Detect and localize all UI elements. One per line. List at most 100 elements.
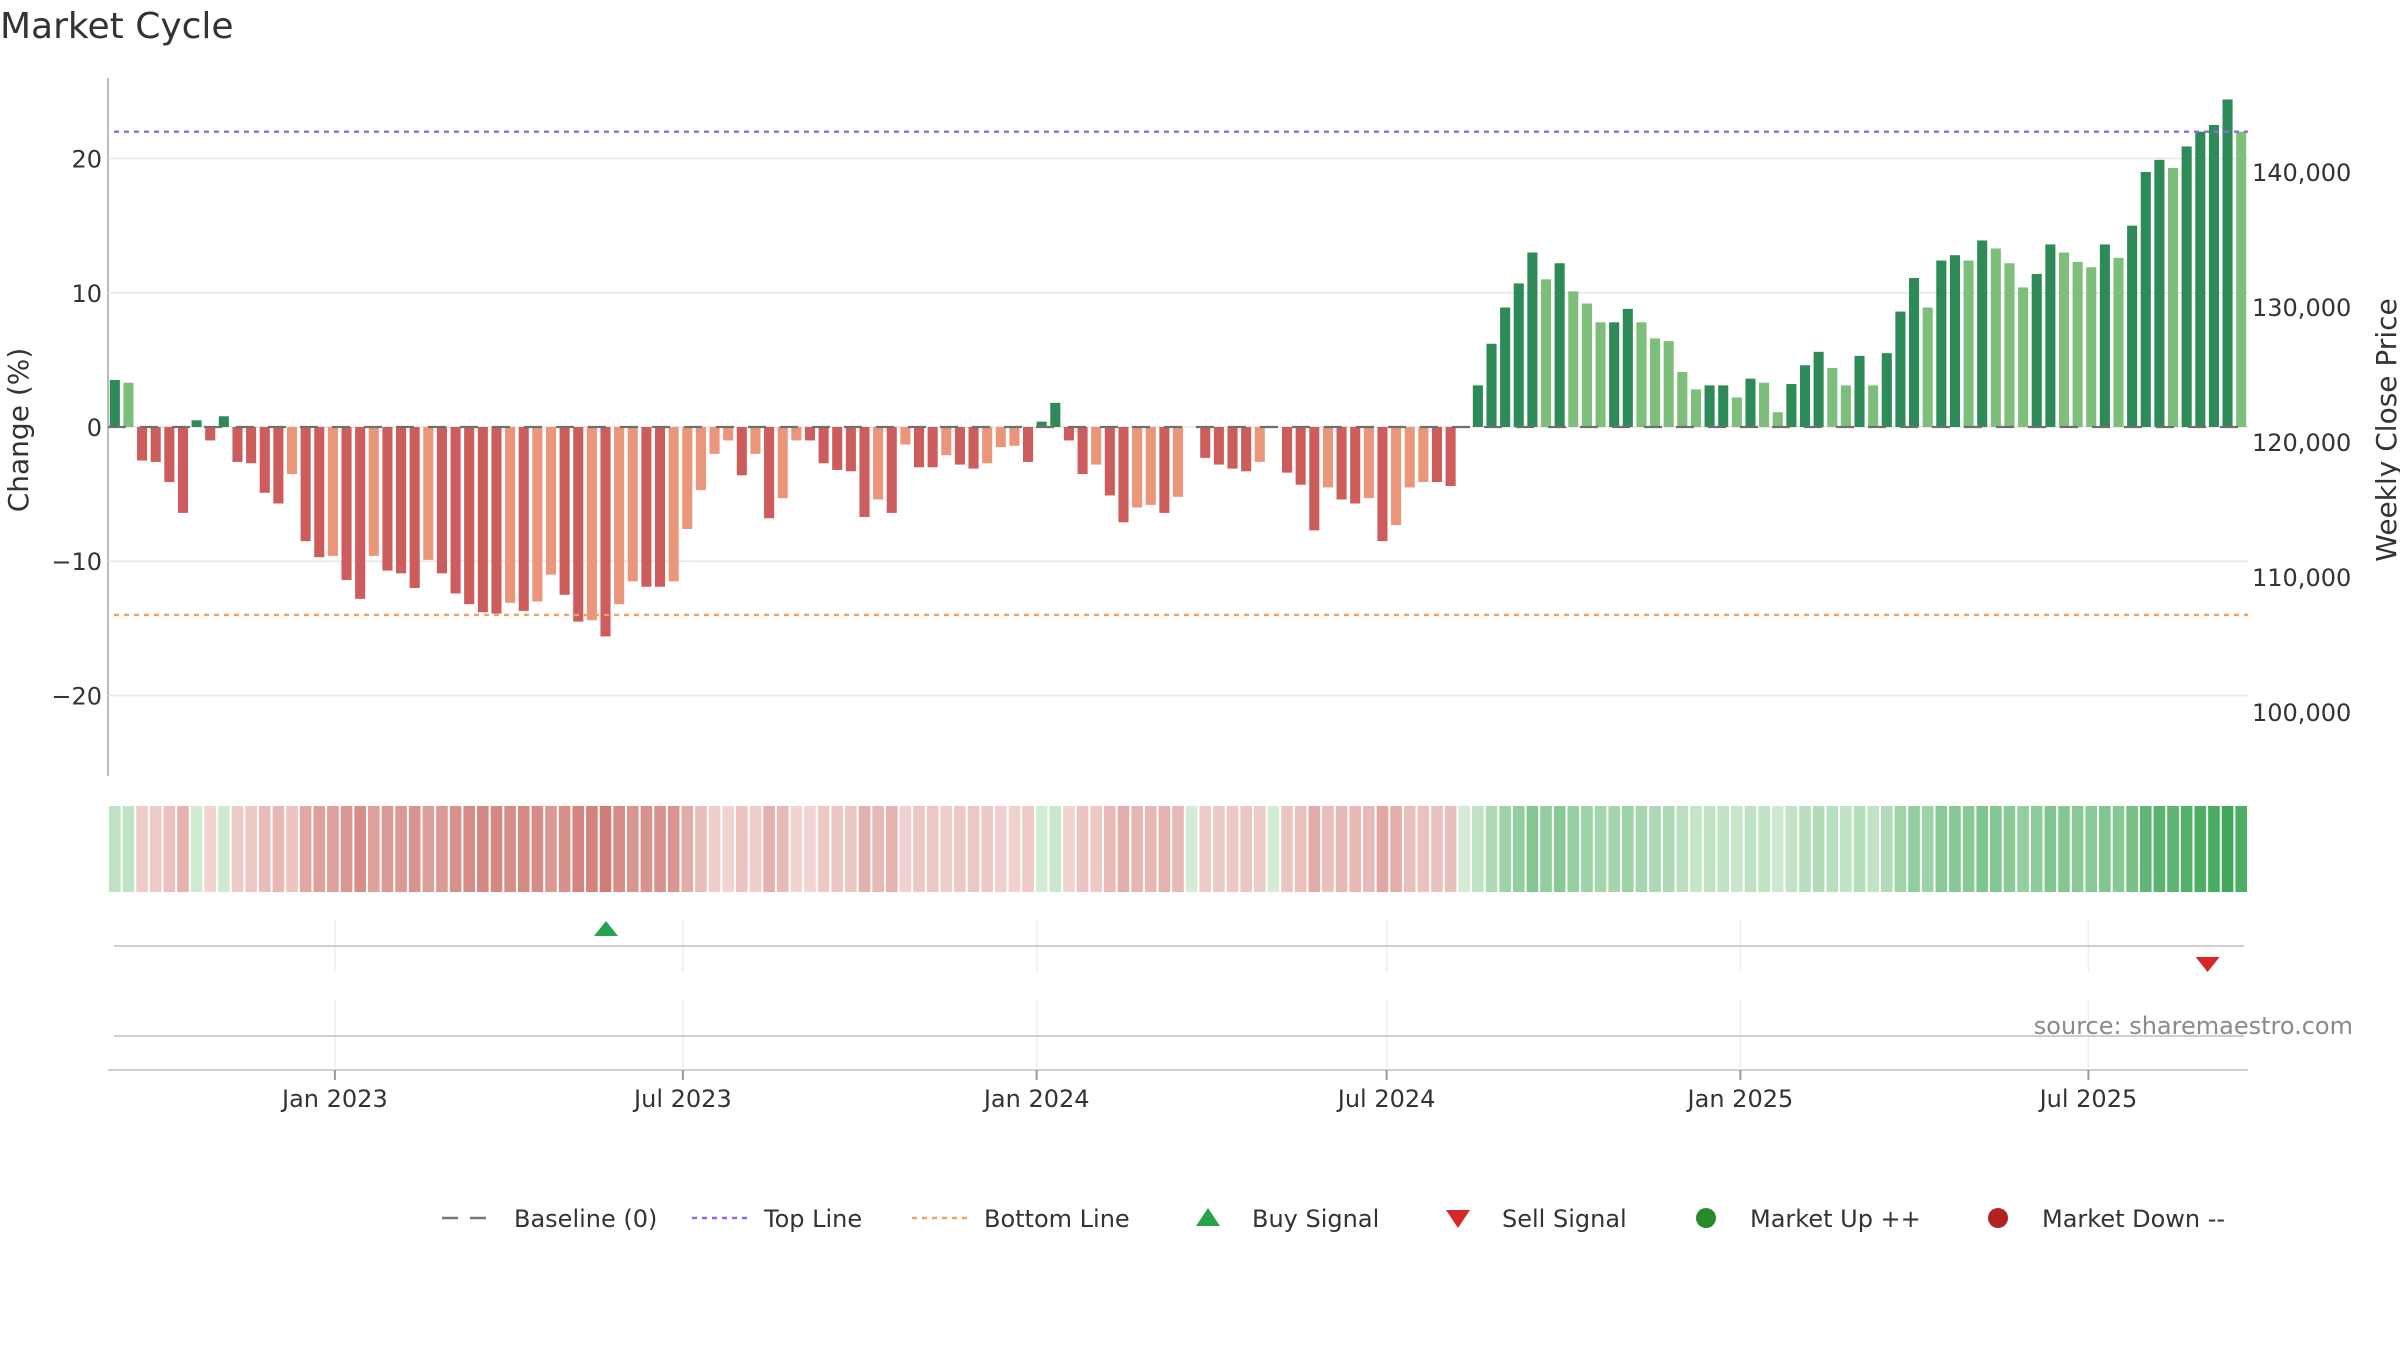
heat-cell [1349,806,1362,892]
bar [246,427,257,464]
right-y-axis: 140,000 130,000 120,000 110,000 100,000 [2252,159,2351,727]
bar [2181,146,2192,427]
heat-cell [954,806,966,892]
x-tick-label: Jan 2024 [982,1085,1090,1113]
y-tick-label-left: 0 [87,414,102,442]
bar [723,427,734,441]
bar [491,427,502,614]
heat-cell [327,806,339,892]
heat-cell [1144,806,1157,892]
heat-cell [2085,806,2098,892]
bar [300,427,311,542]
heat-cell [572,806,585,892]
bar [1718,385,1729,427]
bar [559,427,570,595]
bar [109,380,120,427]
bar [1418,427,1429,483]
bar [1445,427,1456,487]
heat-cell [272,806,285,892]
heat-cell [545,806,557,892]
sell-signal-marker [2195,957,2220,972]
bar [1772,412,1783,427]
bar [1663,341,1674,427]
x-tick-label: Jul 2024 [1336,1085,1436,1113]
heat-cell [1185,806,1198,892]
change-bars [109,99,2247,637]
y-tick-label-left: −20 [51,682,102,710]
bar [1759,382,1770,427]
bar [941,427,952,456]
bar [2086,267,2097,427]
heat-cell [531,806,544,892]
bar [954,427,965,465]
heat-cell [2167,806,2179,892]
heat-cell [695,806,707,892]
bar [2031,273,2042,427]
heat-cell [436,806,448,892]
heat-cell [1690,806,1702,892]
bar [1636,322,1647,427]
bar [2236,131,2247,427]
heat-cell [2153,806,2166,892]
heat-cell [354,806,366,892]
bar [1650,338,1661,427]
heat-cell [804,806,816,892]
bar [177,427,189,513]
bar [1581,303,1592,427]
bar [832,427,843,470]
heat-cell [1799,806,1811,892]
heat-cell [1581,806,1593,892]
bar [1922,307,1933,427]
heat-cell [1812,806,1825,892]
bar [1391,427,1402,525]
bar [1513,283,1524,427]
y-tick-label-right: 140,000 [2252,159,2351,187]
heat-cell [858,806,871,892]
bar [218,416,229,427]
heat-cell [1512,806,1525,892]
heat-cell [367,806,380,892]
heat-cell [1363,806,1375,892]
market-heat-strip [109,806,2247,892]
bar [273,427,284,504]
heat-cell [313,806,326,892]
heat-cell [1649,806,1661,892]
heat-cell [763,806,775,892]
bar [873,427,884,500]
bar [995,427,1006,448]
bar [2222,99,2233,427]
bar [2018,287,2029,427]
heat-cell [2058,806,2070,892]
bar [1431,427,1443,483]
bar [259,427,270,493]
heat-cell [1104,806,1116,892]
bar [1050,402,1061,427]
bar [1813,351,1824,427]
bar [2099,244,2110,427]
bar [668,427,679,582]
bar [1990,248,2001,427]
bar [164,427,175,483]
bar [396,427,407,574]
bar [1690,389,1702,427]
bar [682,427,693,530]
bar [1036,421,1047,427]
heat-cell [204,806,217,892]
heat-cell [913,806,925,892]
heat-cell [1894,806,1907,892]
bar [1854,355,1865,427]
bar [314,427,325,558]
heat-cell [2139,806,2152,892]
heat-cell [245,806,257,892]
bar [927,427,938,468]
bar [600,427,611,637]
bar [791,427,802,441]
bar [205,427,216,441]
bar [1595,322,1606,427]
heat-cell [149,806,162,892]
heat-cell [1376,806,1389,892]
heat-cell [340,806,353,892]
heat-cell [2044,806,2057,892]
heat-cell [1213,806,1225,892]
heat-cell [1458,806,1471,892]
